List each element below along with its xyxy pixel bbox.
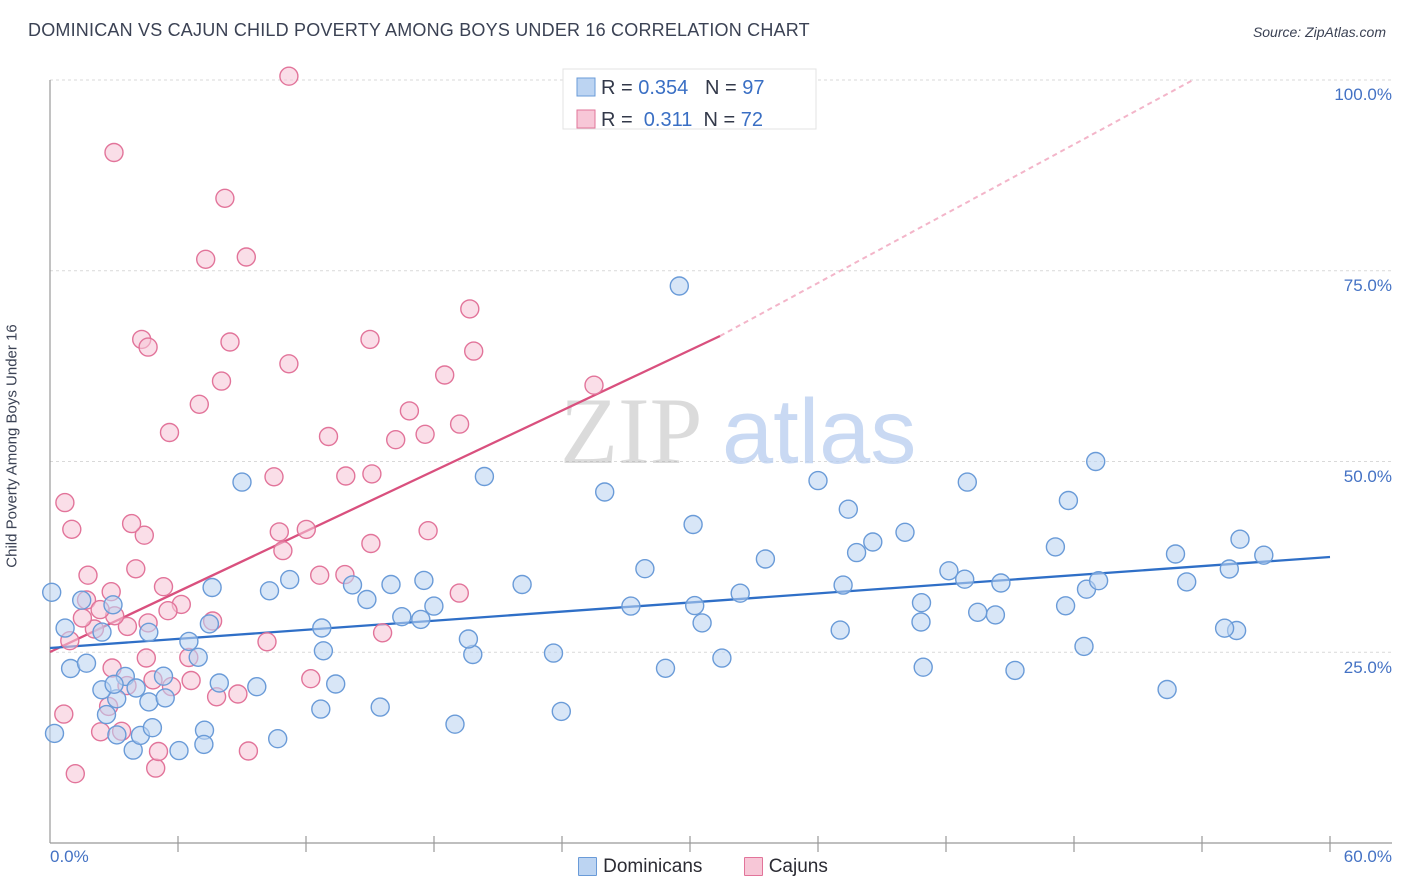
svg-text:ZIP: ZIP: [560, 378, 703, 484]
svg-text:atlas: atlas: [722, 381, 916, 483]
